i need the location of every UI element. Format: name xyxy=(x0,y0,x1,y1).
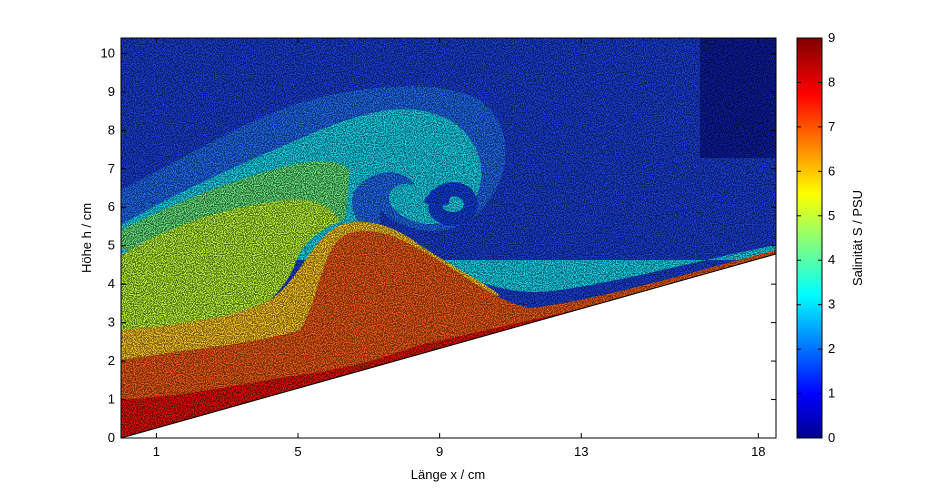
y-tick-label: 9 xyxy=(108,84,115,99)
y-tick-label: 10 xyxy=(101,45,115,60)
y-tick-label: 8 xyxy=(108,122,115,137)
colorbar-tick-label: 6 xyxy=(828,163,835,178)
plot-area xyxy=(121,38,776,438)
y-tick-label: 6 xyxy=(108,199,115,214)
y-tick-label: 7 xyxy=(108,161,115,176)
x-tick-label: 9 xyxy=(436,444,443,459)
colorbar-tick-label: 7 xyxy=(828,119,835,134)
colorbar xyxy=(796,37,823,439)
x-tick-label: 1 xyxy=(153,444,160,459)
y-axis-label: Höhe h / cm xyxy=(79,203,94,273)
x-axis-label: Länge x / cm xyxy=(411,467,485,482)
y-tick-label: 4 xyxy=(108,276,115,291)
y-tick-label: 3 xyxy=(108,315,115,330)
y-tick-label: 5 xyxy=(108,238,115,253)
colorbar-tick-label: 9 xyxy=(828,30,835,45)
colorbar-tick-label: 2 xyxy=(828,341,835,356)
x-tick-label: 18 xyxy=(751,444,765,459)
colorbar-tick-label: 4 xyxy=(828,252,835,267)
y-tick-label: 1 xyxy=(108,392,115,407)
y-tick-label: 2 xyxy=(108,353,115,368)
y-tick-label: 0 xyxy=(108,430,115,445)
colorbar-ticks: 0 1 2 3 4 5 6 7 8 9 xyxy=(797,30,835,445)
colorbar-tick-label: 3 xyxy=(828,297,835,312)
sloping-bed-line xyxy=(121,253,776,438)
plot-frame xyxy=(120,37,777,439)
x-axis-ticks: 1 5 9 13 18 xyxy=(153,38,766,459)
colorbar-tick-label: 8 xyxy=(828,74,835,89)
x-tick-label: 5 xyxy=(294,444,301,459)
colorbar-tick-label: 5 xyxy=(828,208,835,223)
y-axis-ticks: 0 1 2 3 4 5 6 7 8 9 10 xyxy=(101,45,776,445)
colorbar-tick-label: 0 xyxy=(828,430,835,445)
colorbar-label: Salinität S / PSU xyxy=(850,190,865,286)
colorbar-tick-label: 1 xyxy=(828,386,835,401)
x-tick-label: 13 xyxy=(574,444,588,459)
